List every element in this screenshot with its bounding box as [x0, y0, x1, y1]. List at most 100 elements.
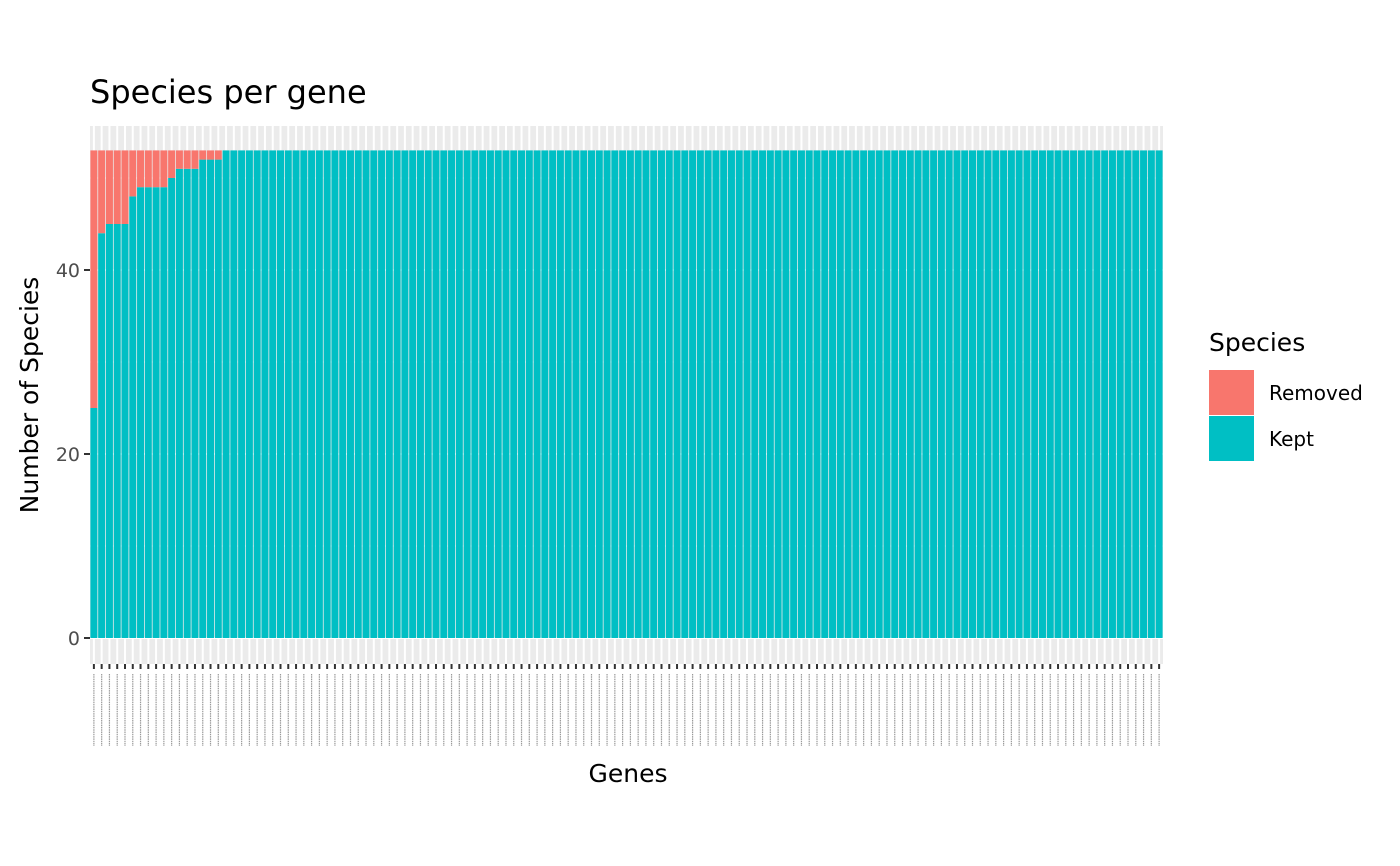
x-axis	[92, 664, 1161, 746]
legend: Species Removed Kept	[1209, 328, 1363, 461]
bar-kept	[914, 150, 922, 638]
bar-kept	[269, 150, 277, 638]
bar-kept	[494, 150, 502, 638]
bar-kept	[308, 150, 316, 638]
bar-kept	[1062, 150, 1070, 638]
bar-kept	[525, 150, 533, 638]
plot-panel	[90, 126, 1163, 664]
bar-kept	[113, 224, 121, 638]
bar-kept	[214, 159, 222, 638]
y-tick-label: 40	[56, 260, 80, 282]
bar-kept	[253, 150, 261, 638]
bar-kept	[1116, 150, 1124, 638]
legend-label-kept: Kept	[1269, 427, 1314, 451]
chart-title: Species per gene	[90, 73, 367, 111]
y-axis: 0 20 40	[56, 260, 90, 650]
bar-removed	[144, 150, 152, 188]
bar-kept	[844, 150, 852, 638]
bar-kept	[331, 150, 339, 638]
bar-kept	[930, 150, 938, 638]
bar-kept	[230, 150, 238, 638]
bar-kept	[899, 150, 907, 638]
bar-kept	[852, 150, 860, 638]
bar-kept	[401, 150, 409, 638]
bar-kept	[455, 150, 463, 638]
bar-kept	[518, 150, 526, 638]
bar-kept	[1108, 150, 1116, 638]
bar-kept	[634, 150, 642, 638]
bar-removed	[90, 150, 98, 408]
bar-kept	[378, 150, 386, 638]
bar-kept	[393, 150, 401, 638]
bar-kept	[121, 224, 129, 638]
bar-kept	[774, 150, 782, 638]
bar-kept	[992, 150, 1000, 638]
bar-kept	[720, 150, 728, 638]
bar-kept	[1132, 150, 1140, 638]
bar-kept	[191, 168, 199, 639]
bar-kept	[1007, 150, 1015, 638]
x-axis-title: Genes	[588, 759, 667, 788]
bar-kept	[463, 150, 471, 638]
bar-kept	[751, 150, 759, 638]
bar-kept	[183, 168, 191, 639]
bar-removed	[168, 150, 176, 178]
bar-kept	[961, 150, 969, 638]
bar-kept	[813, 150, 821, 638]
bar-kept	[821, 150, 829, 638]
bar-kept	[479, 150, 487, 638]
bar-kept	[1046, 150, 1054, 638]
bar-removed	[121, 150, 129, 224]
bar-kept	[533, 150, 541, 638]
bar-kept	[588, 150, 596, 638]
bar-removed	[214, 150, 222, 160]
bar-kept	[424, 150, 432, 638]
bar-kept	[409, 150, 417, 638]
bar-kept	[98, 233, 106, 638]
bar-kept	[790, 150, 798, 638]
bar-kept	[510, 150, 518, 638]
bar-kept	[105, 224, 113, 638]
bar-removed	[129, 150, 137, 197]
bar-removed	[160, 150, 168, 188]
bar-kept	[766, 150, 774, 638]
bar-kept	[782, 150, 790, 638]
bar-kept	[1101, 150, 1109, 638]
bar-kept	[207, 159, 215, 638]
bar-kept	[953, 150, 961, 638]
bar-removed	[105, 150, 113, 224]
bar-kept	[354, 150, 362, 638]
bar-kept	[657, 150, 665, 638]
bar-kept	[626, 150, 634, 638]
bar-removed	[183, 150, 191, 169]
bar-removed	[137, 150, 145, 188]
bar-kept	[836, 150, 844, 638]
bar-kept	[168, 178, 176, 638]
bar-kept	[416, 150, 424, 638]
bar-kept	[611, 150, 619, 638]
bar-kept	[471, 150, 479, 638]
bar-kept	[556, 150, 564, 638]
bar-kept	[867, 150, 875, 638]
bar-kept	[222, 150, 230, 638]
bar-kept	[1140, 150, 1148, 638]
bar-kept	[875, 150, 883, 638]
bar-kept	[502, 150, 510, 638]
bar-kept	[362, 150, 370, 638]
bar-kept	[160, 187, 168, 638]
legend-key-kept	[1209, 416, 1254, 461]
bar-kept	[323, 150, 331, 638]
bar-kept	[245, 150, 253, 638]
bar-kept	[144, 187, 152, 638]
bar-kept	[199, 159, 207, 638]
bar-kept	[339, 150, 347, 638]
bar-removed	[113, 150, 121, 224]
y-tick-label: 0	[68, 628, 80, 650]
bar-kept	[152, 187, 160, 638]
bar-kept	[300, 150, 308, 638]
bar-kept	[486, 150, 494, 638]
bar-kept	[1015, 150, 1023, 638]
bar-kept	[1155, 150, 1163, 638]
bar-kept	[276, 150, 284, 638]
